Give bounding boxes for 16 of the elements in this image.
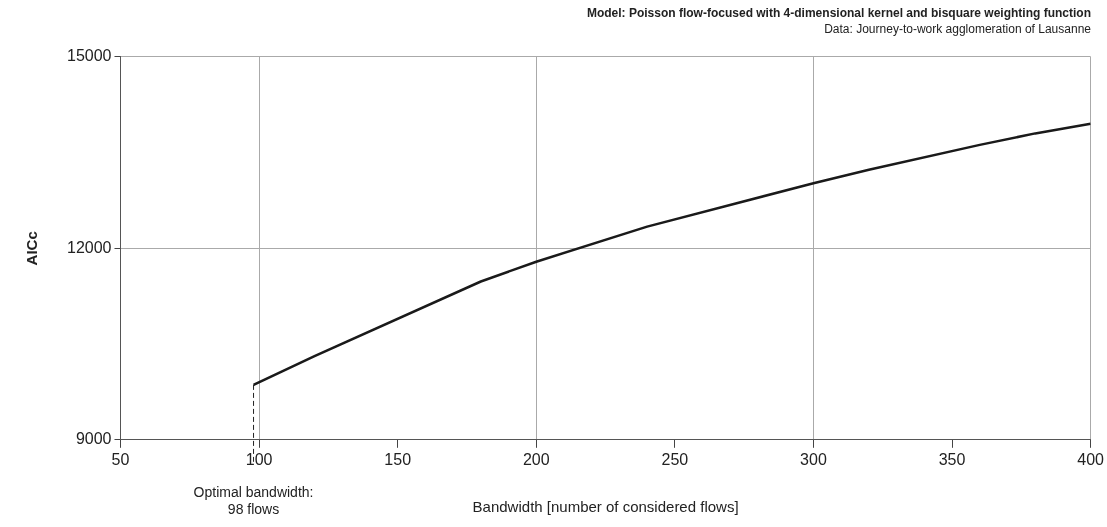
y-tick-label: 15000 xyxy=(66,47,112,65)
y-axis-title: AICc xyxy=(23,231,41,266)
x-tick-label: 400 xyxy=(1077,450,1105,468)
x-tick-label: 350 xyxy=(938,450,966,468)
x-tick-label: 150 xyxy=(384,450,412,468)
ref-line-label: Optimal bandwidth: 98 flows xyxy=(193,483,314,517)
x-tick-label: 250 xyxy=(661,450,689,468)
x-tick-label: 300 xyxy=(800,450,827,468)
y-tick-label: 12000 xyxy=(66,238,112,256)
y-tick-label: 9000 xyxy=(75,430,112,448)
x-tick-label: 50 xyxy=(111,450,130,468)
chart-subtitle: Data: Journey-to-work agglomeration of Lausanne xyxy=(824,21,1092,36)
x-tick-label: 200 xyxy=(522,450,550,468)
chart-title: Model: Poisson flow-focused with 4-dimensional kernel and bisquare weighting function xyxy=(586,5,1091,20)
x-axis-title: Bandwidth [number of considered flows] xyxy=(472,498,739,516)
x-tick-label: 100 xyxy=(245,450,273,468)
